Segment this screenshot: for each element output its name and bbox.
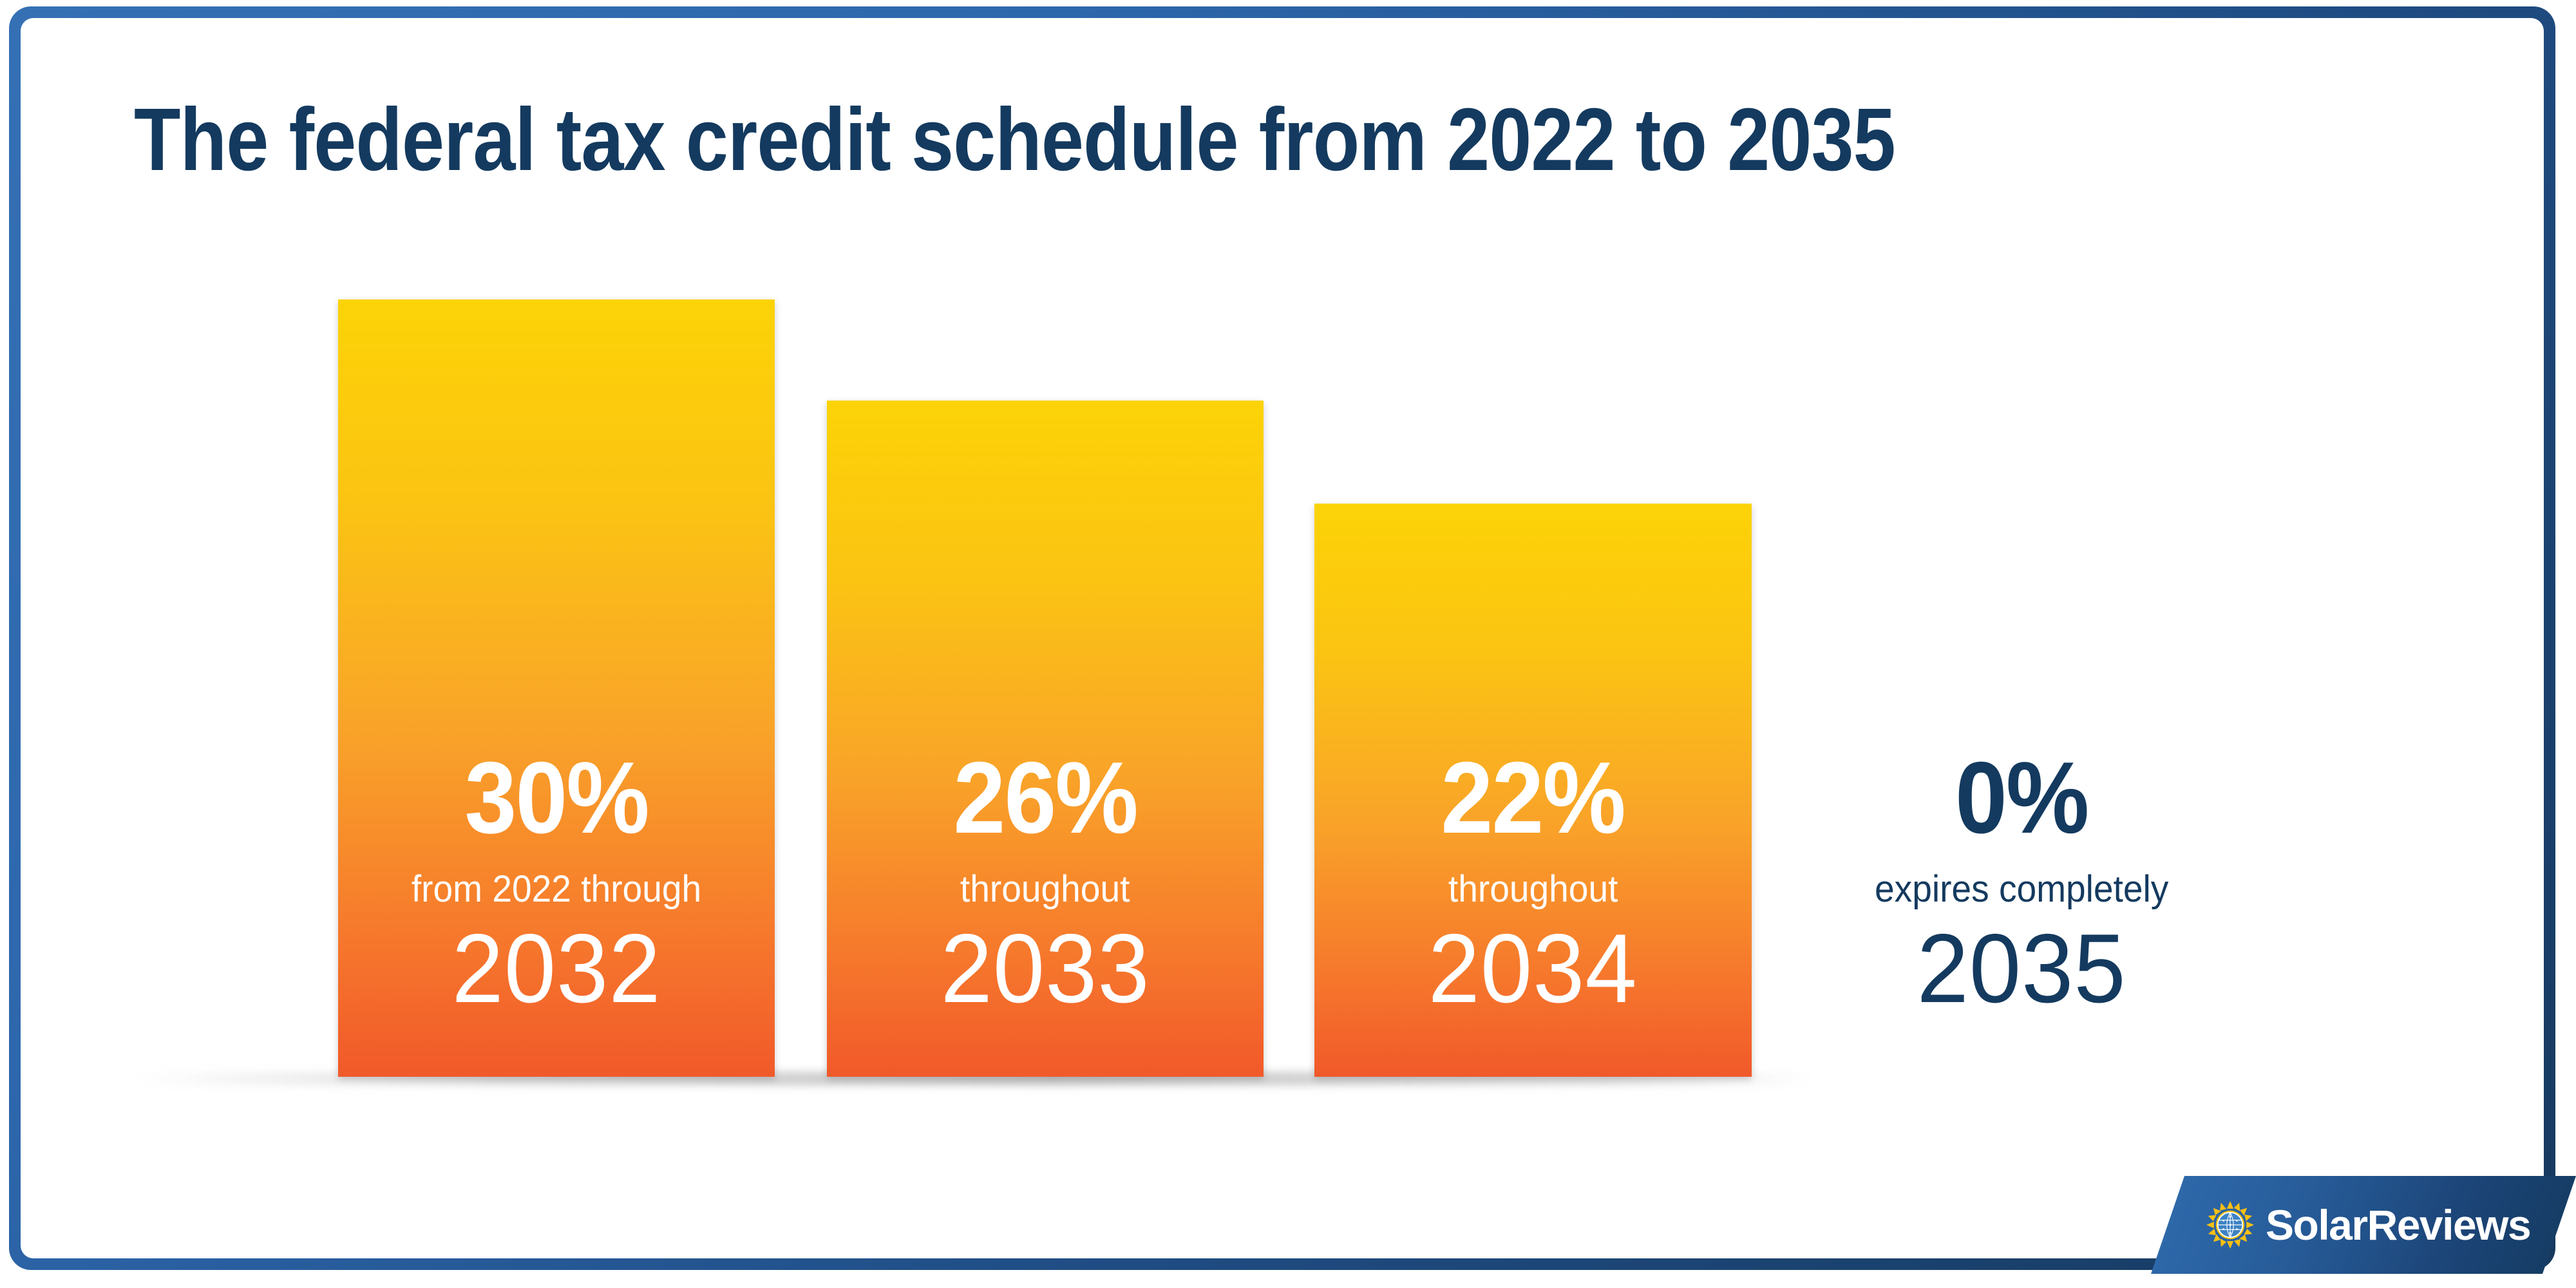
logo-wordmark: SolarReviews: [2266, 1201, 2532, 1249]
bar-caption: throughout: [960, 868, 1130, 910]
bar-caption: from 2022 through: [411, 868, 702, 910]
bar-value-label: 0%: [1955, 741, 2089, 855]
bar-value-label: 22%: [1441, 741, 1626, 855]
bar-2032[interactable]: 30% from 2022 through 2032: [338, 299, 775, 1077]
bar-year-label: 2035: [1917, 914, 2127, 1023]
bar-2035[interactable]: 0% expires completely 2035: [1803, 747, 2240, 1077]
bar-2034[interactable]: 22% throughout 2034: [1314, 504, 1752, 1077]
sun-solar-globe-icon: [2206, 1201, 2254, 1249]
bar-year-label: 2034: [1428, 914, 1638, 1023]
bar-value-label: 30%: [464, 741, 649, 855]
bar-value-label: 26%: [953, 741, 1138, 855]
bar-caption: throughout: [1448, 868, 1618, 910]
solarreviews-logo-badge[interactable]: SolarReviews: [2151, 1176, 2576, 1274]
bar-2033[interactable]: 26% throughout 2033: [827, 401, 1264, 1077]
bar-year-label: 2033: [940, 914, 1150, 1023]
page-title: The federal tax credit schedule from 202…: [134, 90, 1896, 189]
bar-year-label: 2032: [451, 914, 661, 1023]
bar-caption: expires completely: [1875, 868, 2169, 910]
